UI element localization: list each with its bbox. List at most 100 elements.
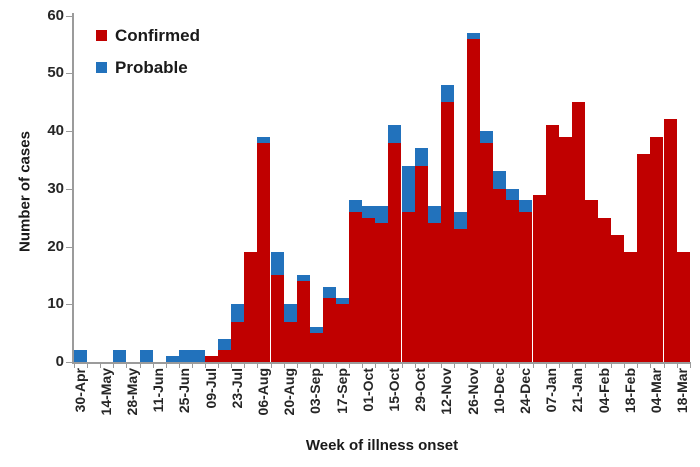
x-axis-tick [545, 363, 547, 368]
bar-confirmed [244, 252, 258, 362]
bar-probable [349, 200, 363, 212]
bar-probable [388, 125, 402, 143]
bar-confirmed [283, 321, 297, 362]
x-axis-tick [493, 363, 495, 368]
bar-probable [401, 165, 415, 212]
bar-confirmed [427, 223, 441, 362]
x-axis-tick [414, 363, 416, 368]
bar-confirmed [231, 321, 245, 362]
x-axis-tick [296, 363, 298, 368]
x-axis-tick [139, 363, 141, 368]
x-axis-tick [257, 363, 259, 368]
legend-label-probable: Probable [115, 58, 188, 77]
bar-probable [322, 286, 336, 299]
x-axis-tick [388, 363, 390, 368]
bar-confirmed [309, 333, 323, 362]
x-axis-tick [283, 363, 285, 368]
y-tick-label: 50 [47, 64, 64, 82]
y-axis-tick [66, 246, 73, 248]
x-tick-label: 17-Sep [333, 368, 350, 414]
bar-probable [74, 350, 88, 362]
confirmed-swatch-icon [96, 30, 107, 41]
bar-probable [467, 32, 481, 39]
x-tick-label: 15-Oct [385, 368, 402, 412]
bar-confirmed [375, 223, 389, 362]
bar-probable [375, 206, 389, 224]
x-tick-label: 03-Sep [307, 368, 324, 414]
bar-confirmed [611, 234, 625, 362]
x-tick-label: 30-Apr [71, 368, 88, 413]
bar-confirmed [598, 217, 612, 362]
x-tick-label: 23-Jul [228, 368, 245, 409]
x-tick-label: 24-Dec [516, 368, 533, 414]
x-tick-label: 29-Oct [412, 368, 429, 412]
x-axis-tick [584, 363, 586, 368]
x-axis-tick [689, 363, 691, 368]
bar-confirmed [257, 142, 271, 362]
bar-probable [283, 304, 297, 322]
bar-probable [440, 84, 454, 103]
x-tick-label: 04-Feb [595, 368, 612, 414]
probable-swatch-icon [96, 62, 107, 73]
x-axis-tick [571, 363, 573, 368]
bar-confirmed [388, 142, 402, 362]
x-tick-label: 18-Mar [674, 368, 691, 414]
bar-probable [519, 200, 533, 212]
x-axis-tick [467, 363, 468, 368]
x-tick-label: 18-Feb [621, 368, 638, 414]
bar-confirmed [296, 281, 310, 362]
x-tick-label: 21-Jan [569, 368, 586, 413]
bar-confirmed [506, 200, 520, 362]
bar-confirmed [676, 252, 690, 362]
bar-confirmed [584, 200, 598, 362]
bar-confirmed [453, 229, 467, 362]
bar-confirmed [480, 142, 494, 362]
bar-probable [218, 338, 232, 351]
x-axis-tick [375, 363, 377, 368]
x-axis-tick [427, 363, 429, 368]
bar-probable [113, 350, 127, 362]
legend-item-confirmed: Confirmed [96, 27, 200, 44]
bar-probable [362, 206, 376, 218]
y-tick-label: 20 [47, 237, 64, 255]
x-axis-tick [453, 363, 455, 368]
bar-confirmed [362, 217, 376, 362]
bar-probable [309, 327, 323, 334]
y-axis-tick [66, 188, 73, 190]
bar-confirmed [467, 38, 481, 362]
legend-item-probable: Probable [96, 59, 188, 76]
legend-label-confirmed: Confirmed [115, 26, 200, 45]
bar-probable [336, 298, 350, 305]
x-axis-tick [165, 363, 167, 368]
bar-confirmed [650, 136, 664, 362]
bar-probable [506, 188, 520, 201]
x-axis-tick [244, 363, 246, 368]
bar-confirmed [270, 275, 284, 362]
x-axis-tick [349, 363, 351, 368]
bar-confirmed [532, 194, 546, 362]
x-axis-tick [676, 363, 678, 368]
x-tick-label: 28-May [123, 368, 140, 416]
bar-confirmed [401, 211, 415, 362]
x-axis-tick [598, 363, 599, 368]
x-axis-tick [322, 363, 324, 368]
bar-probable [139, 350, 153, 362]
bar-probable [231, 304, 245, 322]
x-tick-label: 26-Nov [464, 368, 481, 415]
y-tick-label: 60 [47, 6, 64, 24]
bar-confirmed [205, 356, 219, 362]
x-axis-tick [624, 363, 626, 368]
x-axis-title: Week of illness onset [305, 437, 459, 454]
y-axis-tick [66, 73, 73, 75]
x-tick-label: 12-Nov [438, 368, 455, 415]
x-axis-tick [362, 363, 364, 368]
bar-confirmed [624, 252, 638, 362]
bar-probable [178, 350, 192, 362]
bar-probable [427, 206, 441, 224]
bar-confirmed [571, 102, 585, 362]
x-axis-tick [336, 363, 337, 368]
x-axis-tick [663, 363, 665, 368]
x-axis-tick [231, 363, 233, 368]
bar-probable [453, 211, 467, 230]
